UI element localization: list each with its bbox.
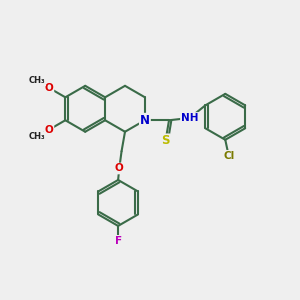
Text: O: O: [45, 125, 53, 135]
Text: N: N: [140, 114, 150, 127]
Text: Cl: Cl: [223, 151, 234, 161]
Text: CH₃: CH₃: [29, 76, 45, 85]
Text: CH₃: CH₃: [29, 132, 45, 141]
Text: F: F: [115, 236, 122, 246]
Text: S: S: [161, 134, 170, 147]
Text: O: O: [115, 164, 124, 173]
Text: O: O: [45, 83, 53, 93]
Text: NH: NH: [181, 113, 198, 123]
